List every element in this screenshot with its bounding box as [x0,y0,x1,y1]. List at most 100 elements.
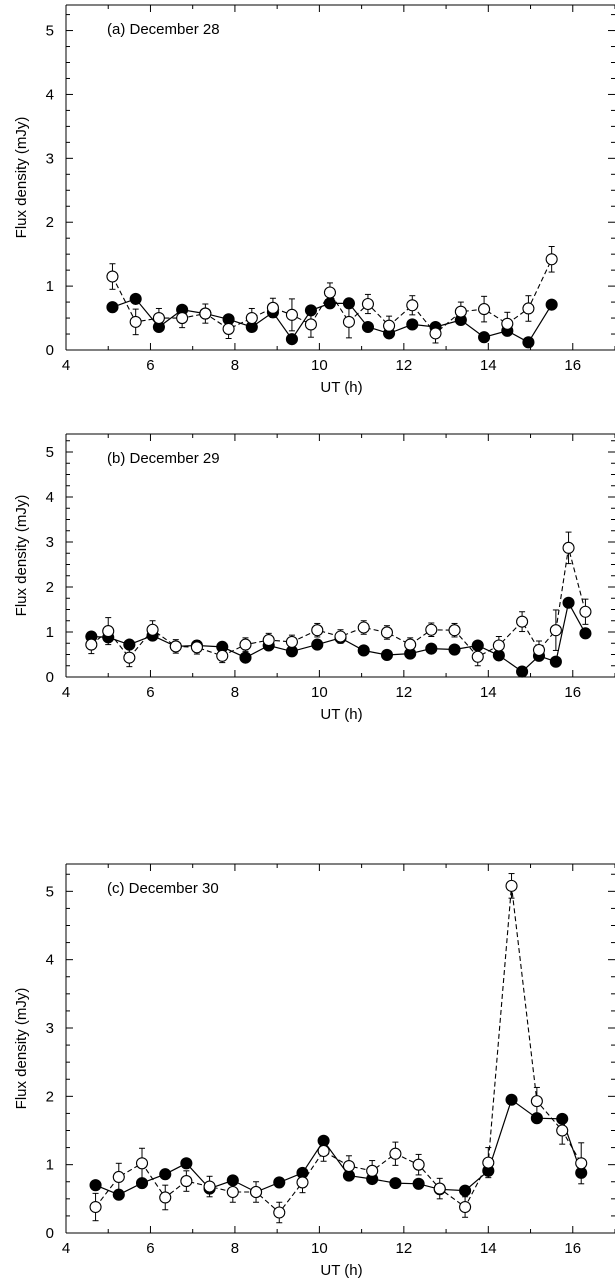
data-point-open [123,651,136,664]
data-point-open [311,624,324,637]
y-tick-label: 5 [46,23,54,40]
data-point-open [562,541,575,554]
data-point-open [575,1157,588,1170]
data-point-open [389,1147,402,1160]
data-point-filled [505,1093,518,1106]
data-point-open [532,643,546,657]
y-tick-label: 4 [46,952,54,969]
data-point-filled [342,297,355,310]
data-point-open [433,1182,446,1195]
y-tick-label: 2 [46,214,54,231]
data-point-filled [112,1188,125,1201]
data-point-open [152,312,165,325]
data-point-filled [556,1112,569,1125]
data-point-filled [180,1157,193,1170]
x-tick-label: 16 [564,1240,581,1257]
data-point-filled [361,320,375,334]
data-point-open [226,1185,239,1199]
data-point-filled [106,301,119,314]
data-point-open [222,322,235,335]
data-point-open [556,1124,569,1137]
panel-title: (c) December 30 [107,880,219,897]
data-point-filled [516,665,529,678]
data-point-open [262,634,275,647]
x-tick-label: 8 [231,1240,239,1257]
data-point-filled [459,1184,472,1197]
x-axis-label: UT (h) [320,379,362,396]
y-axis-label: Flux density (mJy) [13,117,30,239]
data-point-filled [549,655,562,668]
data-point-filled [285,333,298,346]
data-point-open [579,605,592,618]
data-point-open [545,253,558,266]
y-tick-label: 4 [46,86,54,103]
data-point-filled [135,1177,149,1190]
data-point-filled [226,1174,239,1187]
data-point-open [323,286,336,299]
x-tick-label: 10 [311,1240,328,1257]
y-tick-label: 3 [46,1020,54,1037]
y-tick-label: 1 [46,624,54,641]
x-tick-label: 12 [396,357,413,374]
data-point-filled [448,643,461,656]
data-point-open [106,270,119,283]
data-point-open [273,1206,286,1219]
y-tick-label: 1 [46,278,54,295]
y-tick-label: 3 [46,150,54,167]
data-point-open [406,299,419,312]
y-axis-label: Flux density (mJy) [13,988,30,1110]
data-point-open [203,1180,216,1193]
data-point-filled [380,648,394,662]
x-tick-label: 4 [62,1240,70,1257]
data-point-filled [530,1112,543,1125]
data-point-filled [129,292,142,305]
data-point-filled [412,1177,425,1190]
y-tick-label: 2 [46,579,54,596]
y-tick-label: 0 [46,669,54,686]
x-tick-label: 14 [480,357,497,374]
y-tick-label: 3 [46,534,54,551]
data-point-open [199,307,212,320]
data-point-open [459,1200,472,1214]
data-point-open [285,635,298,648]
data-point-open [516,615,529,628]
y-tick-label: 1 [46,1157,54,1174]
panel-title: (a) December 28 [107,21,220,38]
x-axis-label: UT (h) [320,1262,362,1279]
data-point-open [412,1158,425,1171]
data-point-filled [304,304,317,317]
y-tick-label: 5 [46,444,54,461]
data-point-open [180,1175,193,1188]
data-point-open [478,303,491,316]
y-tick-label: 2 [46,1088,54,1105]
data-point-open [429,327,442,340]
data-point-open [159,1191,172,1204]
data-point-open [169,640,182,653]
x-tick-label: 14 [480,1240,497,1257]
data-point-filled [562,596,575,609]
data-point-open [454,305,467,318]
data-point-filled [273,1176,286,1189]
data-point-open [342,1159,355,1173]
data-point-open [285,308,298,321]
x-tick-label: 4 [62,684,70,701]
data-point-open [266,301,279,314]
x-tick-label: 10 [311,357,328,374]
y-tick-label: 0 [46,342,54,359]
data-point-filled [425,642,438,655]
data-point-open [112,1170,125,1184]
data-point-filled [522,336,535,349]
data-point-filled [89,1179,102,1192]
data-point-open [549,624,562,637]
data-point-open [129,315,142,328]
panel-title: (b) December 29 [107,450,220,467]
y-tick-label: 4 [46,489,54,506]
data-point-filled [317,1134,330,1147]
series-line [95,885,582,1214]
x-tick-label: 12 [396,1240,413,1257]
data-point-open [102,625,115,638]
data-point-filled [545,298,558,311]
data-point-filled [159,1168,172,1181]
data-point-open [89,1200,102,1214]
